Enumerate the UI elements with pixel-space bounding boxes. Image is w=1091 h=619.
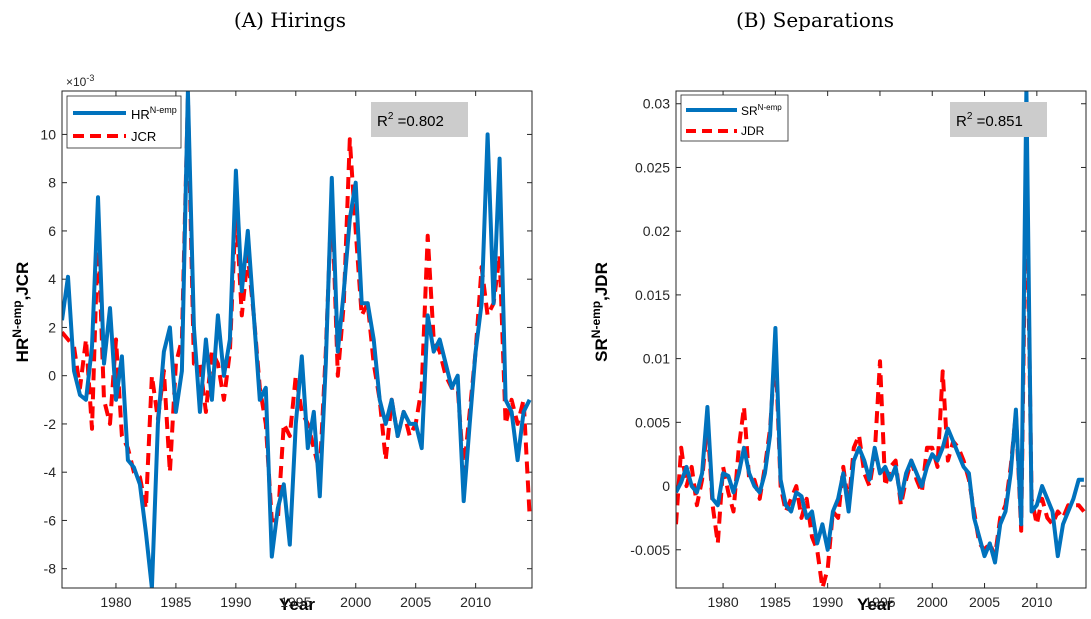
y-tick-label: 0 bbox=[662, 478, 670, 494]
y-tick-label: 0.005 bbox=[635, 414, 670, 430]
x-tick-label: 1990 bbox=[812, 594, 843, 610]
x-tick-label: 2005 bbox=[969, 594, 1000, 610]
hirings-ylabel-base: HR bbox=[13, 338, 32, 363]
y-tick-label: 10 bbox=[40, 126, 56, 142]
legend-entry-hr: HRN-emp bbox=[131, 105, 177, 122]
legend-entry-jdr: JDR bbox=[741, 124, 765, 138]
y-tick-label: -6 bbox=[44, 512, 57, 528]
svg-text:R2 =0.851: R2 =0.851 bbox=[956, 111, 1023, 130]
panel-b-title: (B) Separations bbox=[735, 8, 895, 32]
y-tick-label: 0 bbox=[48, 368, 56, 384]
y-tick-label: -4 bbox=[44, 464, 57, 480]
hirings-chart: HRN-emp,JCR ×10-3 Year 1980 1985 1990 1995 2… bbox=[10, 73, 533, 614]
legend-box bbox=[66, 95, 182, 149]
separations-ylabel-base: SR bbox=[592, 338, 611, 362]
separations-xlabel: Year bbox=[857, 595, 893, 614]
hirings-exponent: ×10-3 bbox=[66, 73, 94, 89]
x-tick-label: 2005 bbox=[400, 594, 431, 610]
x-tick-label: 1990 bbox=[220, 594, 251, 610]
separations-r2-box: R2 =0.851 bbox=[950, 102, 1047, 137]
plot-frame bbox=[61, 90, 533, 589]
y-tick-label: 0.03 bbox=[643, 96, 670, 112]
legend-box bbox=[680, 94, 789, 142]
hirings-ylabel-tail: ,JCR bbox=[13, 262, 32, 301]
separations-ylabel: SRN-emp,JDR bbox=[589, 262, 611, 362]
y-tick-label: 6 bbox=[48, 223, 56, 239]
y-tick-label: 8 bbox=[48, 175, 56, 191]
hirings-r2-box: R2 =0.802 bbox=[371, 102, 468, 137]
x-tick-label: 2000 bbox=[917, 594, 948, 610]
x-tick-label: 1995 bbox=[280, 594, 311, 610]
y-tick-label: -0.005 bbox=[630, 542, 670, 558]
x-tick-label: 1995 bbox=[864, 594, 895, 610]
legend-entry-jcr: JCR bbox=[131, 129, 156, 144]
y-tick-label: -8 bbox=[44, 561, 57, 577]
separations-legend: SRN-emp JDR bbox=[680, 94, 789, 142]
svg-text:SRN-emp,JDR: SRN-emp,JDR bbox=[589, 262, 611, 362]
panel-a-title: (A) Hirings bbox=[233, 8, 347, 32]
separations-ylabel-sup: N-emp bbox=[589, 301, 603, 338]
x-tick-label: 1980 bbox=[707, 594, 738, 610]
hirings-ylabel: HRN-emp,JCR bbox=[10, 262, 32, 363]
y-tick-label: -2 bbox=[44, 416, 57, 432]
x-tick-label: 2010 bbox=[1021, 594, 1052, 610]
plot-frame bbox=[675, 90, 1087, 589]
legend-entry-sr: SRN-emp bbox=[741, 103, 782, 118]
x-tick-label: 1985 bbox=[760, 594, 791, 610]
x-tick-label: 1980 bbox=[100, 594, 131, 610]
x-tick-label: 2010 bbox=[460, 594, 491, 610]
y-tick-label: 2 bbox=[48, 319, 56, 335]
hirings-xlabel: Year bbox=[279, 595, 315, 614]
series-line-solid bbox=[62, 91, 532, 588]
hirings-legend: HRN-emp JCR bbox=[66, 95, 182, 149]
svg-text:R2 =0.802: R2 =0.802 bbox=[377, 111, 444, 130]
x-tick-label: 1985 bbox=[160, 594, 191, 610]
y-tick-label: 0.02 bbox=[643, 223, 670, 239]
x-tick-label: 2000 bbox=[340, 594, 371, 610]
hirings-ylabel-sup: N-emp bbox=[10, 300, 24, 337]
y-tick-label: 0.015 bbox=[635, 287, 670, 303]
y-tick-label: 4 bbox=[48, 271, 56, 287]
y-tick-label: 0.01 bbox=[643, 351, 670, 367]
y-tick-label: 0.025 bbox=[635, 159, 670, 175]
series-line-solid bbox=[676, 91, 1084, 565]
separations-ylabel-tail: ,JDR bbox=[592, 262, 611, 301]
svg-text:HRN-emp,JCR: HRN-emp,JCR bbox=[10, 262, 32, 363]
separations-chart: SRN-emp,JDR Year 1980 1985 1990 1995 2000 200… bbox=[589, 90, 1087, 614]
